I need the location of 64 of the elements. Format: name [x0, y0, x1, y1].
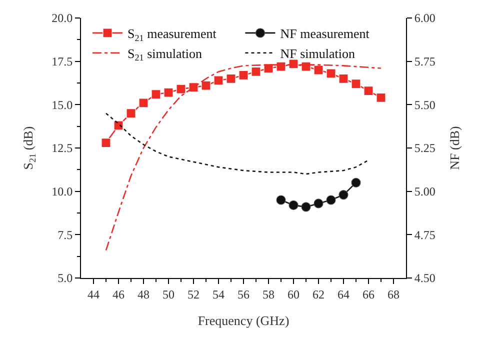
x-axis-title: Frequency (GHz): [198, 313, 290, 328]
y-tick-label: 17.5: [52, 54, 73, 69]
point: [238, 70, 248, 80]
point: [151, 89, 161, 100]
point: [188, 82, 198, 92]
point: [276, 195, 286, 205]
legend-label: S$_{21}$ simulation: [128, 46, 202, 63]
x-tick-label: 44: [88, 287, 100, 302]
y2-tick-label: 4.50: [414, 271, 436, 286]
y-tick-label: 10.0: [52, 184, 73, 199]
point: [351, 178, 361, 188]
point: [126, 108, 136, 118]
x-tick-label: 54: [212, 287, 224, 302]
point: [101, 138, 111, 148]
point: [276, 62, 286, 72]
point: [326, 68, 336, 78]
point: [214, 76, 224, 86]
y2-axis-title: NF (dB): [447, 126, 462, 170]
x-tick-label: 66: [362, 287, 374, 302]
point: [138, 98, 148, 108]
legend-label: NF measurement: [280, 26, 370, 42]
point: [314, 198, 324, 208]
y-tick-label: 7.5: [58, 228, 73, 242]
point: [364, 86, 374, 96]
point: [201, 80, 211, 90]
point: [288, 59, 298, 69]
x-tick-label: 56: [238, 287, 250, 302]
x-tick-label: 48: [138, 287, 150, 302]
line-series: [105, 112, 370, 175]
point: [226, 74, 236, 84]
y2-tick-label: 5.75: [414, 54, 436, 69]
y-tick-label: 5.0: [58, 271, 73, 286]
x-tick-label: 60: [288, 287, 300, 302]
point: [376, 92, 386, 103]
point: [338, 74, 348, 84]
y-tick-label: 20.0: [52, 11, 73, 26]
point: [301, 202, 311, 212]
point: [314, 65, 324, 75]
y2-tick-label: 6.00: [414, 11, 436, 26]
y2-tick-label: 5.25: [414, 141, 436, 156]
point: [301, 62, 311, 72]
y2-tick-label: 5.50: [414, 98, 436, 112]
point: [176, 84, 186, 94]
point: [326, 195, 336, 205]
point: [251, 66, 261, 77]
x-tick-label: 52: [188, 287, 200, 302]
point: [164, 88, 174, 98]
x-tick-label: 64: [338, 287, 350, 302]
x-tick-label: 58: [262, 287, 274, 302]
y2-tick-label: 4.75: [414, 228, 436, 242]
legend-label: NF simulation: [280, 46, 356, 61]
point: [288, 200, 298, 210]
x-tick-label: 50: [162, 287, 174, 302]
y-tick-label: 15.0: [52, 98, 73, 112]
y2-tick-label: 5.00: [414, 184, 436, 199]
y-tick-label: 12.5: [52, 141, 73, 156]
x-tick-label: 46: [112, 287, 124, 302]
legend-label: S$_{21}$ measurement: [128, 26, 217, 43]
x-tick-label: 62: [312, 287, 324, 302]
point: [264, 63, 274, 74]
point: [114, 120, 124, 130]
point: [351, 79, 361, 89]
x-tick-label: 68: [388, 287, 400, 302]
point: [338, 190, 348, 200]
